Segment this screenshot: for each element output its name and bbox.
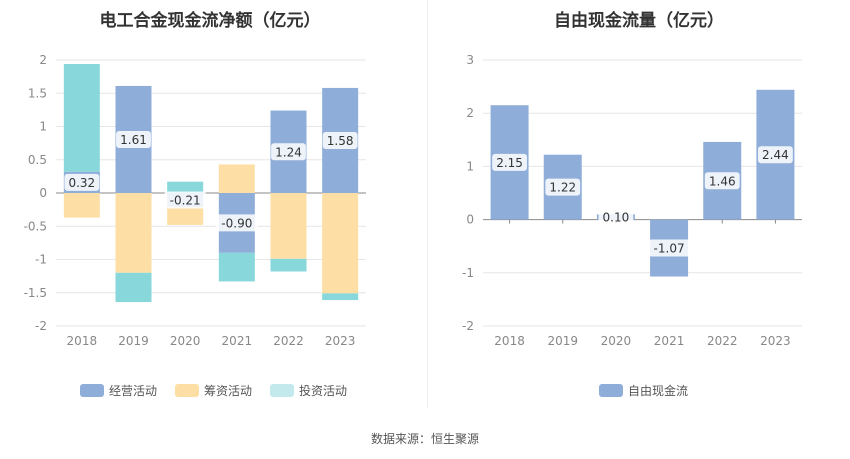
y-tick-label: 1.5 [28, 86, 47, 100]
data-label-bg [116, 130, 151, 148]
y-tick-label: 1 [466, 159, 474, 173]
x-tick-label: 2018 [494, 334, 525, 348]
x-tick-label: 2020 [170, 334, 201, 348]
x-tick-label: 2022 [273, 334, 304, 348]
data-label: -1.07 [654, 242, 685, 256]
x-tick-label: 2018 [67, 334, 98, 348]
x-tick-label: 2023 [760, 334, 791, 348]
left-chart-legend: 经营活动 筹资活动 投资活动 [80, 382, 347, 399]
legend-item-free-cash-flow[interactable]: 自由现金流 [599, 382, 688, 399]
data-label: 1.24 [275, 145, 302, 159]
right-chart-legend: 自由现金流 [599, 382, 688, 399]
bar-segment [63, 193, 100, 218]
data-label-bg [322, 131, 358, 149]
legend-swatch [175, 384, 200, 397]
x-tick-label: 2021 [654, 334, 685, 348]
legend-item-operating[interactable]: 经营活动 [80, 382, 157, 399]
data-label-bg [492, 153, 527, 171]
legend-label: 筹资活动 [204, 384, 253, 398]
x-tick-label: 2022 [707, 334, 738, 348]
y-tick-label: -1.5 [24, 286, 47, 300]
y-tick-label: 2 [39, 53, 47, 67]
data-label-bg [648, 239, 691, 257]
y-tick-label: 1 [39, 120, 47, 134]
data-label: 2.15 [496, 156, 523, 170]
legend-label: 经营活动 [109, 384, 158, 398]
y-tick-label: 0.5 [28, 153, 47, 167]
bar-segment [218, 164, 255, 193]
legend-swatch [599, 384, 623, 397]
bar-segment [218, 252, 255, 282]
data-label-bg [704, 172, 740, 190]
data-label: 1.61 [120, 133, 147, 147]
legend-swatch [270, 384, 295, 397]
legend-item-financing[interactable]: 筹资活动 [175, 382, 252, 399]
data-label: 1.58 [327, 134, 354, 148]
legend-label: 自由现金流 [628, 384, 689, 398]
bar-segment [270, 193, 307, 259]
data-label: 0.32 [68, 176, 95, 190]
y-tick-label: -1 [462, 266, 474, 280]
data-label-bg [758, 146, 793, 164]
x-tick-label: 2023 [325, 334, 356, 348]
x-tick-label: 2019 [547, 334, 578, 348]
right-chart-title: 自由现金流量（亿元） [554, 11, 724, 31]
y-tick-label: 0 [466, 213, 474, 227]
legend-item-investing[interactable]: 投资活动 [270, 382, 347, 399]
data-label: 0.10 [603, 210, 630, 224]
data-source-note: 数据来源：恒生聚源 [370, 432, 479, 446]
data-label-bg [64, 173, 100, 191]
bar-segment [115, 272, 152, 303]
bar-segment [167, 181, 204, 193]
panel-divider [427, 0, 428, 408]
y-tick-label: 3 [466, 53, 474, 67]
y-tick-label: 2 [466, 106, 474, 120]
bar-segment [322, 293, 359, 301]
data-label-bg [545, 178, 581, 196]
legend-swatch [80, 384, 104, 397]
data-label: 1.46 [709, 174, 736, 188]
x-tick-label: 2019 [118, 334, 149, 348]
y-tick-label: -2 [35, 319, 47, 333]
data-label: 1.22 [549, 181, 576, 195]
data-label: 2.44 [762, 148, 789, 162]
data-label-bg [164, 191, 207, 209]
y-tick-label: -2 [462, 319, 474, 333]
data-label-bg [215, 214, 258, 232]
y-tick-label: -0.5 [24, 219, 47, 233]
bar-segment [115, 193, 152, 273]
data-label: -0.21 [170, 193, 201, 207]
bar-segment [322, 193, 359, 294]
data-label-bg [598, 208, 634, 226]
left-chart-title: 电工合金现金流净额（亿元） [99, 11, 321, 31]
x-tick-label: 2021 [222, 334, 253, 348]
y-tick-label: 0 [39, 186, 47, 200]
bar-segment [167, 206, 204, 225]
y-tick-label: -1 [35, 253, 47, 267]
x-tick-label: 2020 [601, 334, 632, 348]
bar-segment [270, 258, 307, 272]
data-label-bg [271, 143, 306, 161]
bar-segment [63, 63, 100, 172]
legend-label: 投资活动 [299, 384, 348, 398]
data-label: -0.90 [221, 216, 252, 230]
